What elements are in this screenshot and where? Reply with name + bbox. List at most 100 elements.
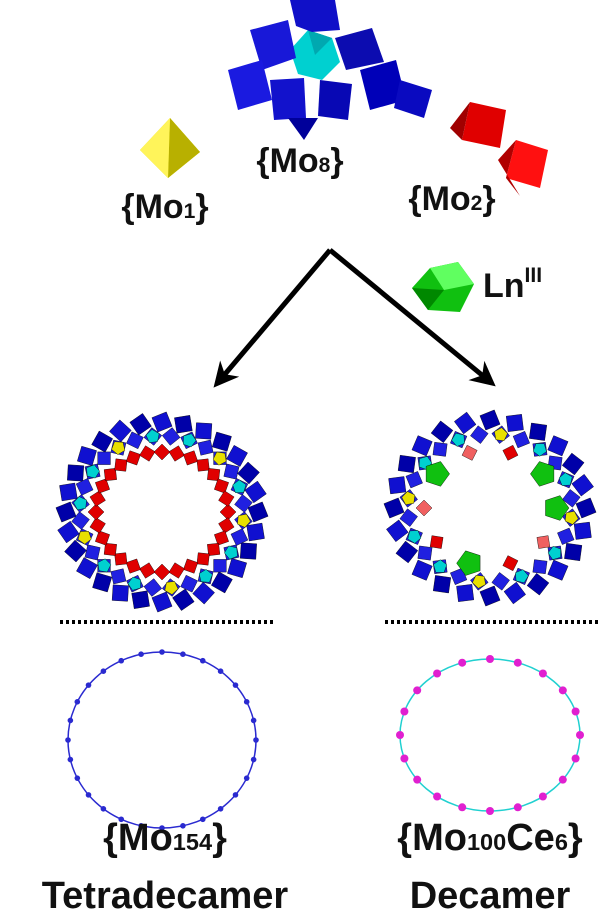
schematic-rings [65,649,584,831]
polyhedron [431,421,453,443]
polyhedron [93,573,112,592]
node [68,757,74,763]
mo8-polyhedra [228,0,432,140]
node [86,682,92,688]
node [233,682,239,688]
polyhedron [132,591,150,609]
polyhedron [112,585,129,602]
product-name: Decamer [410,875,571,917]
node [138,651,144,657]
text-part: } [482,180,495,218]
polyhedron [95,531,109,545]
node [433,792,441,800]
polyhedron [115,459,128,472]
polyhedron [227,558,246,577]
polyhedron [90,518,106,534]
node [400,708,408,716]
node [251,757,257,763]
ln-label: LnIII [483,264,542,305]
polyhedron [529,423,547,441]
mo8-label: {Mo8} [256,142,343,180]
polyhedron [195,423,212,440]
polyhedron [548,436,568,456]
polyhedron [564,543,582,561]
polyhedron [211,572,232,593]
polyhedron [454,412,476,434]
schematic-ring [68,652,256,828]
polyhedron [169,446,185,462]
polyhedron [462,445,477,460]
polyhedron [214,479,228,493]
polyhedron [85,545,100,560]
text-part: } [212,817,227,859]
polyhedron [60,483,78,501]
node [233,792,239,798]
polyhedron [562,453,584,475]
node [159,649,165,655]
polyhedron [169,563,185,579]
polyhedron [214,559,227,572]
polyhedron [140,563,156,579]
node [118,658,124,664]
text-part: {Mo [121,188,183,226]
text-part: Ce [506,817,555,859]
mo1-polyhedron [140,118,200,178]
node [68,718,74,724]
node [539,792,547,800]
polyhedron [126,432,143,449]
polyhedron [416,500,432,516]
node [396,731,404,739]
node [559,776,567,784]
node [576,731,584,739]
subscript: 100 [467,829,506,855]
ring-structures [56,410,596,612]
polyhedron [140,446,156,462]
node [572,708,580,716]
text-part: {Mo [408,180,470,218]
polyhedron [433,575,451,593]
polyhedron [506,414,523,431]
polyhedron [389,477,406,494]
polyhedron [111,569,126,584]
polyhedron [557,528,574,545]
node [200,816,206,822]
schematic-ring [400,659,580,811]
polyhedron [77,446,96,465]
polyhedron [152,412,172,432]
node [514,803,522,811]
polyhedron [90,491,106,507]
polyhedron [412,560,432,580]
ln-polyhedron [412,262,474,312]
node [200,658,206,664]
polyhedron [115,553,128,566]
polyhedron [126,559,140,573]
mo1-label: {Mo1} [121,188,208,226]
text-part: } [330,142,343,180]
polyhedron [183,559,197,573]
polyhedron [67,465,84,482]
mo2-label: {Mo2} [408,180,495,218]
polyhedron [430,536,443,549]
node [75,775,81,781]
product-formula: {Mo100Ce6} [397,817,583,859]
polyhedron [198,440,213,455]
polyhedron [240,543,257,560]
polyhedron [537,536,550,549]
text-part: Ln [483,267,525,305]
polyhedron [406,471,423,488]
product-name: Tetradecamer [42,875,289,917]
arrow [220,250,330,380]
node [433,670,441,678]
text-part: {Mo [256,142,318,180]
polyhedron [433,442,447,456]
polyhedron [513,431,530,448]
node [180,651,186,657]
polyhedron [197,553,210,566]
text-part: } [568,817,583,859]
polyhedron [126,451,140,465]
polyhedron [227,445,248,466]
node [400,754,408,762]
polyhedron [181,575,198,592]
text-part: } [195,188,208,226]
polyhedron [219,491,235,507]
